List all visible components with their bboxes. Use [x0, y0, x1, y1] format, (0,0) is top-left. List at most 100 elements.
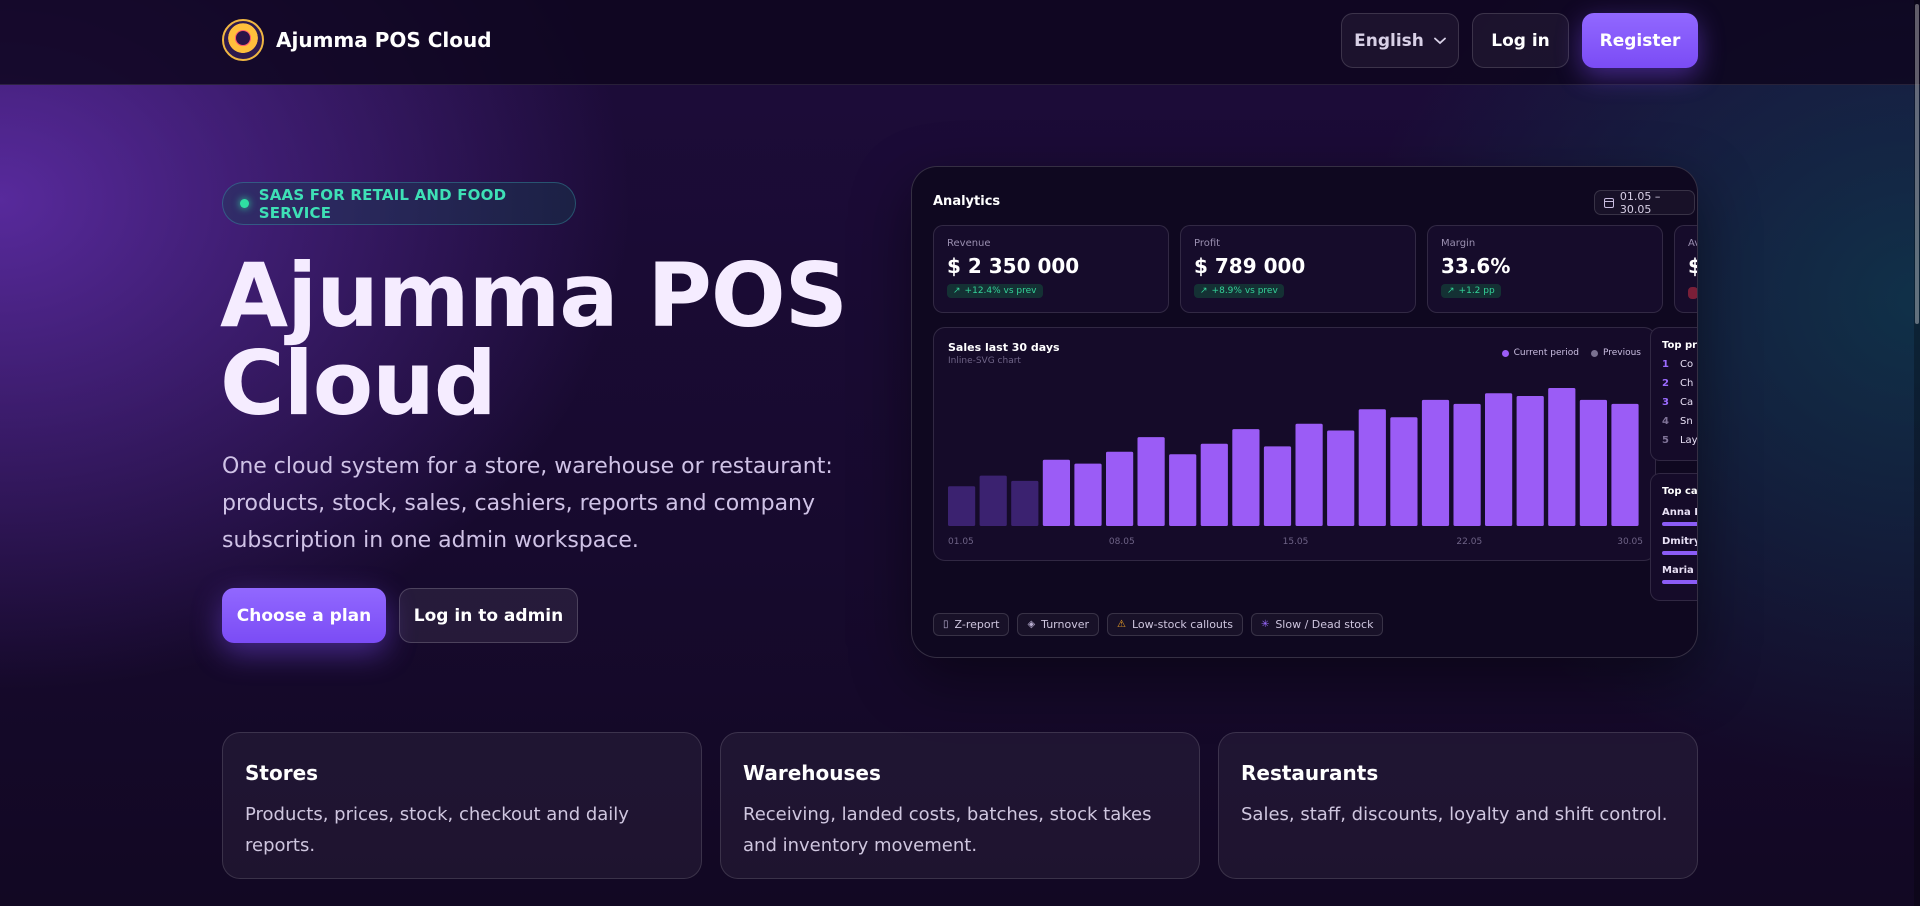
feature-text: Receiving, landed costs, batches, stock …	[743, 804, 1152, 856]
kpi-value: $ 789 000	[1194, 254, 1306, 278]
feature-title: Warehouses	[743, 761, 881, 785]
list-item: 5 Lay	[1662, 435, 1698, 446]
chart-bar	[1106, 451, 1134, 526]
kpi-value: 33.6%	[1441, 254, 1511, 278]
kpi-delta: ↗ +12.4% vs prev	[947, 284, 1043, 298]
kpi-delta-negative	[1688, 287, 1697, 299]
chart-bar	[1011, 480, 1039, 526]
top-cashiers-title: Top ca	[1662, 486, 1698, 497]
chart-bar	[1548, 388, 1576, 526]
cashier-progress-bar	[1662, 551, 1697, 555]
x-tick-label: 08.05	[1109, 537, 1135, 547]
date-range-picker[interactable]: 01.05 – 30.05	[1594, 189, 1695, 216]
language-select[interactable]: English	[1341, 13, 1459, 68]
chart-legend: Current period Previous	[1501, 348, 1641, 358]
chart-bar	[1074, 463, 1102, 526]
kpi-label: Profit	[1194, 238, 1221, 249]
chart-bar	[1453, 403, 1481, 526]
chart-bar	[1042, 459, 1070, 526]
rank-number: 1	[1662, 359, 1669, 370]
sales-chart-card: Sales last 30 days Inline-SVG chart Curr…	[933, 327, 1656, 561]
feature-title: Restaurants	[1241, 761, 1379, 785]
rank-number: 5	[1662, 435, 1669, 446]
kpi-card-margin: Margin 33.6% ↗ +1.2 pp	[1427, 225, 1663, 313]
chevron-down-icon	[1433, 37, 1446, 44]
trend-up-icon: ↗	[1200, 286, 1208, 296]
top-products-title: Top pr	[1662, 340, 1698, 351]
feature-text: Products, prices, stock, checkout and da…	[245, 804, 629, 856]
feature-card-restaurants: Restaurants Sales, staff, discounts, loy…	[1218, 732, 1698, 879]
chart-bar	[1200, 443, 1228, 526]
scrollbar-thumb[interactable]	[1915, 4, 1919, 324]
x-tick-label: 30.05	[1617, 537, 1643, 547]
date-range-label: 01.05 – 30.05	[1619, 189, 1661, 216]
product-name: Sn	[1679, 416, 1693, 427]
chart-bar	[1421, 399, 1450, 526]
tag-z-report[interactable]: ▯ Z-report	[933, 613, 1010, 636]
choose-plan-button[interactable]: Choose a plan	[222, 588, 386, 643]
chart-bar	[1295, 423, 1323, 526]
kpi-delta-text: +1.2 pp	[1458, 286, 1495, 296]
list-item: 3 Ca	[1662, 397, 1697, 408]
chart-bar	[979, 475, 1007, 526]
login-button[interactable]: Log in	[1472, 13, 1569, 68]
legend-dot-current	[1501, 349, 1509, 357]
chart-bar	[1485, 393, 1513, 526]
hero-title-line2: Cloud	[220, 332, 497, 435]
top-products-card: Top pr 1 Co 2 Ch 3 Ca 4 Sn 5 Lay	[1650, 327, 1698, 461]
hero-badge: SAAS FOR RETAIL AND FOOD SERVICE	[222, 182, 576, 225]
chart-bar	[948, 486, 976, 526]
rank-number: 2	[1662, 378, 1669, 389]
scrollbar[interactable]	[1914, 0, 1920, 906]
top-navigation-bar: Ajumma POS Cloud English Log in Register	[0, 0, 1920, 85]
warning-icon: ⚠	[1117, 619, 1126, 630]
login-admin-button[interactable]: Log in to admin	[399, 588, 578, 643]
dashboard-title: Analytics	[933, 194, 1001, 209]
tag-label: Z-report	[954, 618, 1000, 631]
product-name: Lay	[1679, 435, 1698, 446]
calendar-icon	[1604, 197, 1614, 208]
top-cashiers-card: Top ca Anna K Dmitry Maria S	[1650, 473, 1698, 601]
register-button[interactable]: Register	[1582, 13, 1698, 68]
legend-item-current: Current period	[1501, 348, 1579, 358]
cashier-progress-bar	[1662, 522, 1697, 526]
chart-bar	[1169, 454, 1197, 526]
chart-bar	[1390, 417, 1418, 526]
kpi-label: Margin	[1441, 238, 1476, 249]
chart-bar	[1516, 396, 1544, 526]
chart-bar	[1232, 429, 1260, 526]
language-label: English	[1354, 30, 1424, 51]
list-item: 1 Co	[1662, 359, 1697, 370]
kpi-card-average: Av $	[1674, 225, 1697, 313]
trend-up-icon: ↗	[1447, 286, 1455, 296]
chart-bar	[1137, 437, 1165, 526]
layers-icon: ◈	[1027, 619, 1036, 630]
tag-slow-dead-stock[interactable]: ✳ Slow / Dead stock	[1250, 613, 1384, 636]
tag-low-stock[interactable]: ⚠ Low-stock callouts	[1107, 613, 1243, 636]
cashier-name: Anna K	[1662, 507, 1698, 518]
sales-bar-chart: 01.05 08.05 15.05 22.05 30.05	[948, 388, 1643, 547]
kpi-card-profit: Profit $ 789 000 ↗ +8.9% vs prev	[1180, 225, 1416, 313]
document-icon: ▯	[943, 619, 949, 630]
kpi-delta: ↗ +1.2 pp	[1441, 284, 1501, 298]
hero-title: Ajumma POS Cloud	[220, 252, 860, 428]
chart-bar	[1358, 409, 1386, 526]
chart-bar	[1579, 399, 1607, 526]
sparkle-icon: ✳	[1260, 619, 1270, 630]
kpi-label: Revenue	[947, 238, 991, 249]
kpi-value: $ 2 350 000	[947, 254, 1080, 278]
status-dot-icon	[240, 199, 249, 208]
feature-title: Stores	[245, 761, 319, 785]
kpi-value: $	[1688, 254, 1697, 278]
x-tick-label: 01.05	[948, 537, 974, 547]
hero-badge-label: SAAS FOR RETAIL AND FOOD SERVICE	[258, 185, 507, 222]
tag-label: Low-stock callouts	[1131, 618, 1233, 631]
tag-label: Turnover	[1041, 618, 1089, 631]
chart-bar	[1263, 446, 1292, 526]
legend-dot-previous	[1590, 349, 1598, 357]
hero-title-line1: Ajumma POS	[220, 244, 848, 347]
feature-card-stores: Stores Products, prices, stock, checkout…	[222, 732, 702, 879]
tag-turnover[interactable]: ◈ Turnover	[1017, 613, 1099, 636]
feature-card-warehouses: Warehouses Receiving, landed costs, batc…	[720, 732, 1200, 879]
brand[interactable]: Ajumma POS Cloud	[222, 18, 492, 62]
